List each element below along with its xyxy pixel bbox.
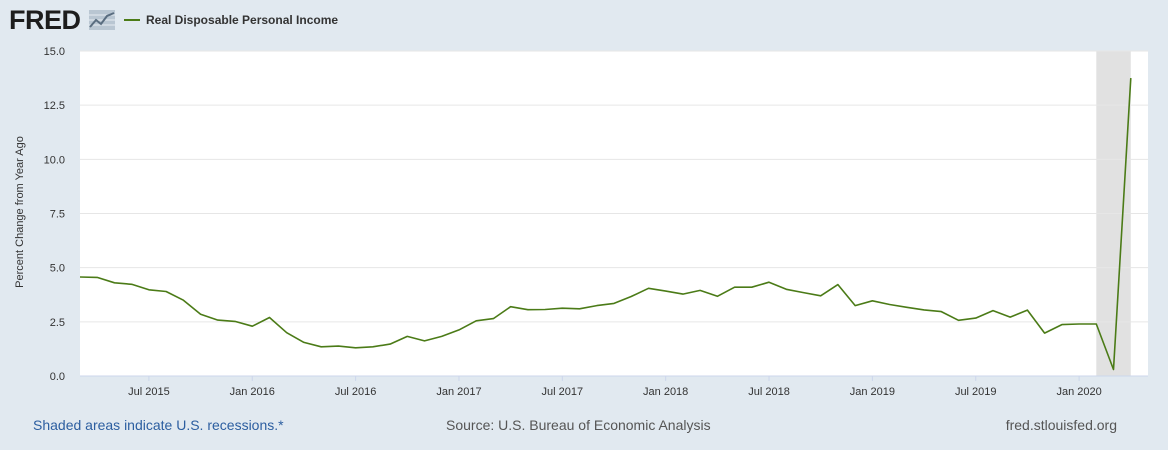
y-tick-label: 10.0 [44,154,65,166]
y-tick-label: 2.5 [50,317,65,329]
data-point[interactable] [251,325,254,328]
data-point[interactable] [991,309,994,312]
data-point[interactable] [871,299,874,302]
data-point[interactable] [526,308,529,311]
y-tick-label: 5.0 [50,263,65,275]
data-point[interactable] [1095,323,1098,326]
data-point[interactable] [354,346,357,349]
chart-line-icon [89,10,115,30]
data-point[interactable] [578,307,581,310]
data-point[interactable] [785,288,788,291]
y-tick-label: 15.0 [44,46,65,58]
data-point[interactable] [1060,323,1063,326]
data-point[interactable] [768,281,771,284]
y-tick-label: 12.5 [44,100,65,112]
data-point[interactable] [802,291,805,294]
x-tick-label: Jan 2019 [850,386,895,398]
x-tick-label: Jan 2016 [230,386,275,398]
data-point[interactable] [974,317,977,320]
data-point[interactable] [199,313,202,316]
data-point[interactable] [96,276,99,279]
data-point[interactable] [337,345,340,348]
source-text: Source: U.S. Bureau of Economic Analysis [446,417,711,433]
chart-area[interactable]: 0.0 2.5 5.0 7.5 10.0 12.5 15.0 Jul 2015 Jan 201… [0,38,1168,410]
series-line[interactable] [79,78,1132,371]
data-point[interactable] [79,275,82,278]
recession-note-link[interactable]: Shaded areas indicate U.S. recessions.* [33,417,284,433]
y-axis-label: Percent Change from Year Ago [14,136,26,288]
data-point[interactable] [957,319,960,322]
data-point[interactable] [457,328,460,331]
x-tick-label: Jul 2018 [748,386,790,398]
data-point[interactable] [1112,368,1115,371]
data-point[interactable] [750,286,753,289]
data-point[interactable] [595,304,598,307]
data-point[interactable] [113,281,116,284]
data-point[interactable] [544,308,547,311]
data-point[interactable] [1026,309,1029,312]
data-point[interactable] [182,299,185,302]
data-point[interactable] [1009,316,1012,319]
legend-swatch [124,19,140,21]
data-point[interactable] [423,339,426,342]
data-point[interactable] [923,308,926,311]
data-point[interactable] [1043,332,1046,335]
x-tick-label: Jan 2017 [436,386,481,398]
data-point[interactable] [716,295,719,298]
data-point[interactable] [389,343,392,346]
data-point[interactable] [1078,323,1081,326]
data-point[interactable] [681,293,684,296]
x-tick-label: Jan 2018 [643,386,688,398]
data-point[interactable] [1129,77,1132,80]
data-point[interactable] [940,310,943,313]
data-point[interactable] [613,302,616,305]
data-point[interactable] [854,304,857,307]
data-point[interactable] [509,305,512,308]
data-point[interactable] [905,306,908,309]
data-point[interactable] [285,331,288,334]
line-chart[interactable]: 0.0 2.5 5.0 7.5 10.0 12.5 15.0 Jul 2015 Jan 201… [0,38,1168,410]
data-point[interactable] [216,319,219,322]
x-tick-label: Jan 2020 [1056,386,1101,398]
data-point[interactable] [819,294,822,297]
data-point[interactable] [475,319,478,322]
data-point[interactable] [147,288,150,291]
x-tick-label: Jul 2019 [955,386,997,398]
x-tick-label: Jul 2016 [335,386,377,398]
x-tick-label: Jul 2017 [542,386,584,398]
data-point[interactable] [130,283,133,286]
y-tick-label: 0.0 [50,371,65,383]
fred-logo[interactable]: FRED [9,5,81,35]
legend-label: Real Disposable Personal Income [146,13,339,27]
data-point[interactable] [320,345,323,348]
data-point[interactable] [371,345,374,348]
data-point[interactable] [699,289,702,292]
y-tick-label: 7.5 [50,209,65,221]
data-point[interactable] [630,295,633,298]
data-point[interactable] [268,316,271,319]
data-point[interactable] [888,303,891,306]
data-point[interactable] [733,286,736,289]
data-point[interactable] [406,335,409,338]
data-point[interactable] [664,290,667,293]
data-point[interactable] [561,307,564,310]
data-point[interactable] [165,290,168,293]
data-point[interactable] [234,320,237,323]
data-point[interactable] [492,317,495,320]
chart-legend[interactable]: Real Disposable Personal Income [124,10,338,30]
data-point[interactable] [647,287,650,290]
x-tick-label: Jul 2015 [128,386,170,398]
data-point[interactable] [836,283,839,286]
chart-header: FRED Real Disposable Personal Income [0,0,1168,46]
data-point[interactable] [302,341,305,344]
data-point[interactable] [440,335,443,338]
site-link[interactable]: fred.stlouisfed.org [1005,417,1117,433]
